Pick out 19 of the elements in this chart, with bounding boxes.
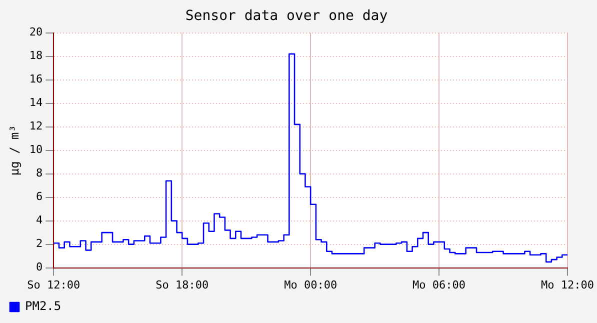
x-tick-label: So 18:00 [156,278,209,292]
y-tick-label: 0 [36,260,43,274]
y-tick-label: 6 [36,190,43,204]
x-tick-label: Mo 06:00 [412,278,466,292]
chart-title: Sensor data over one day [185,8,388,24]
y-tick-label: 2 [36,237,43,250]
y-tick-label: 18 [29,49,43,62]
y-tick-label: 20 [29,26,43,39]
y-tick-label: 4 [36,214,44,227]
y-tick-label: 12 [29,120,43,133]
y-tick-label: 14 [29,96,44,110]
y-axis-title: µg / m³ [7,125,22,176]
legend-label: PM2.5 [25,299,62,314]
y-tick-label: 10 [29,143,43,156]
x-tick-label: Mo 12:00 [541,278,594,292]
y-tick-label: 16 [29,72,43,86]
y-tick-label: 8 [36,166,43,180]
x-tick-label: Mo 00:00 [284,278,338,292]
x-tick-label: So 12:00 [27,278,80,292]
